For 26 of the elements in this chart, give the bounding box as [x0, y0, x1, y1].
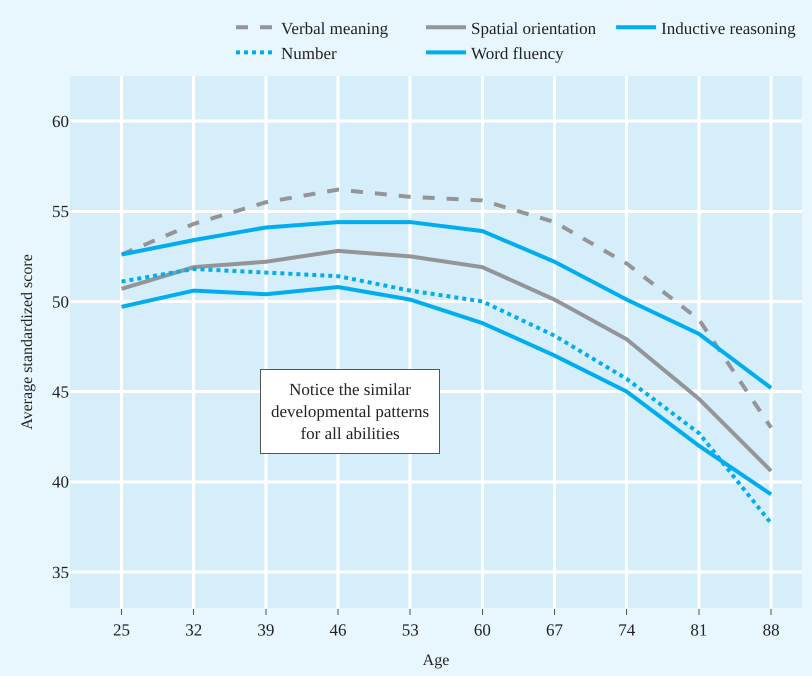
- y-tick-label: 40: [52, 472, 69, 492]
- x-tick-label: 74: [618, 620, 636, 640]
- y-axis-title: Average standardized score: [18, 254, 36, 430]
- line-series: [120, 266, 774, 526]
- y-tick-label: 55: [52, 202, 69, 222]
- legend-label: Number: [281, 44, 338, 63]
- x-tick-label: 88: [762, 620, 780, 640]
- x-tick-label: 60: [474, 620, 491, 640]
- legend-label: Inductive reasoning: [661, 18, 796, 38]
- legend-label: Spatial orientation: [471, 18, 597, 38]
- annotation: Notice the similar developmental patterns for all abilities: [271, 380, 430, 444]
- x-tick-label: 53: [402, 620, 419, 640]
- line-series: [120, 248, 774, 473]
- y-tick-label: 60: [52, 112, 69, 132]
- x-tick-label: 32: [185, 620, 202, 640]
- y-tick-label: 50: [52, 292, 69, 312]
- x-tick-label: 25: [113, 620, 130, 640]
- x-tick-label: 67: [546, 620, 564, 640]
- legend-label: Verbal meaning: [281, 18, 389, 38]
- x-tick-label: 46: [330, 620, 347, 640]
- y-tick-label: 35: [52, 562, 69, 582]
- x-axis-title: Age: [422, 652, 450, 670]
- x-tick-label: 39: [257, 620, 274, 640]
- x-tick-label: 81: [690, 620, 708, 640]
- legend-label: Word fluency: [471, 44, 564, 63]
- y-tick-label: 45: [52, 382, 69, 402]
